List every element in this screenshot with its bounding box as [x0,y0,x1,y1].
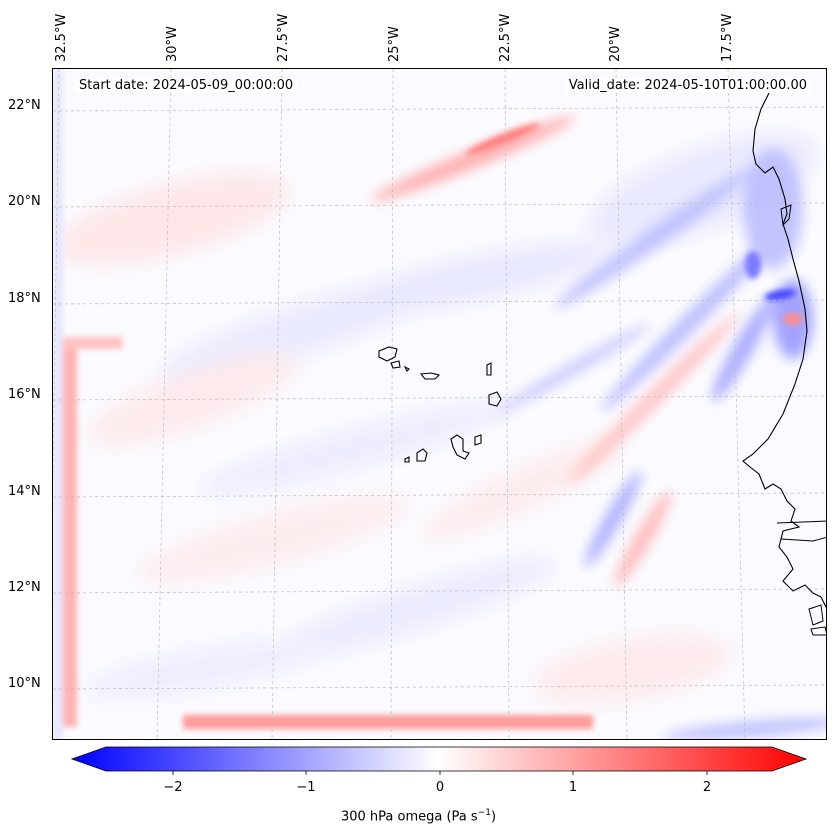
lat-label-16n: 16°N [8,387,41,402]
colorbar-label-prefix: 300 hPa omega (Pa s [340,809,478,825]
lon-label-32-5w: 32.5°W [54,13,69,62]
lat-label-12n: 12°N [8,580,41,595]
omega-field [53,69,826,739]
colorbar-tick-neg2: −2 [163,780,183,795]
cape-verde-islands [378,346,502,463]
colorbar [70,746,808,775]
lon-label-17-5w: 17.5°W [720,13,735,62]
colorbar-label: 300 hPa omega (Pa s−1) [0,808,837,824]
africa-coastline [742,88,826,609]
colorbar-label-suffix: ) [490,809,497,825]
lon-label-30w: 30°W [165,26,180,62]
colorbar-tick-0: 0 [435,780,445,795]
start-date-label: Start date: 2024-05-09_00:00:00 [75,78,298,93]
lon-label-27-5w: 27.5°W [276,13,291,62]
colorbar-tick-2: 2 [702,780,712,795]
lat-label-10n: 10°N [8,676,41,691]
lat-label-18n: 18°N [8,291,41,306]
lat-label-20n: 20°N [8,194,41,209]
graticule [53,69,826,739]
lat-label-14n: 14°N [8,484,41,499]
lon-label-25w: 25°W [387,26,402,62]
lon-label-20w: 20°W [608,26,623,62]
map-panel [52,68,827,740]
valid-date-label: Valid_date: 2024-05-10T01:00:00.00 [564,78,811,93]
colorbar-label-exponent: −1 [477,808,491,818]
colorbar-tick-1: 1 [568,780,578,795]
lat-label-22n: 22°N [8,98,41,113]
lon-label-22-5w: 22.5°W [498,13,513,62]
colorbar-tick-neg1: −1 [296,780,316,795]
